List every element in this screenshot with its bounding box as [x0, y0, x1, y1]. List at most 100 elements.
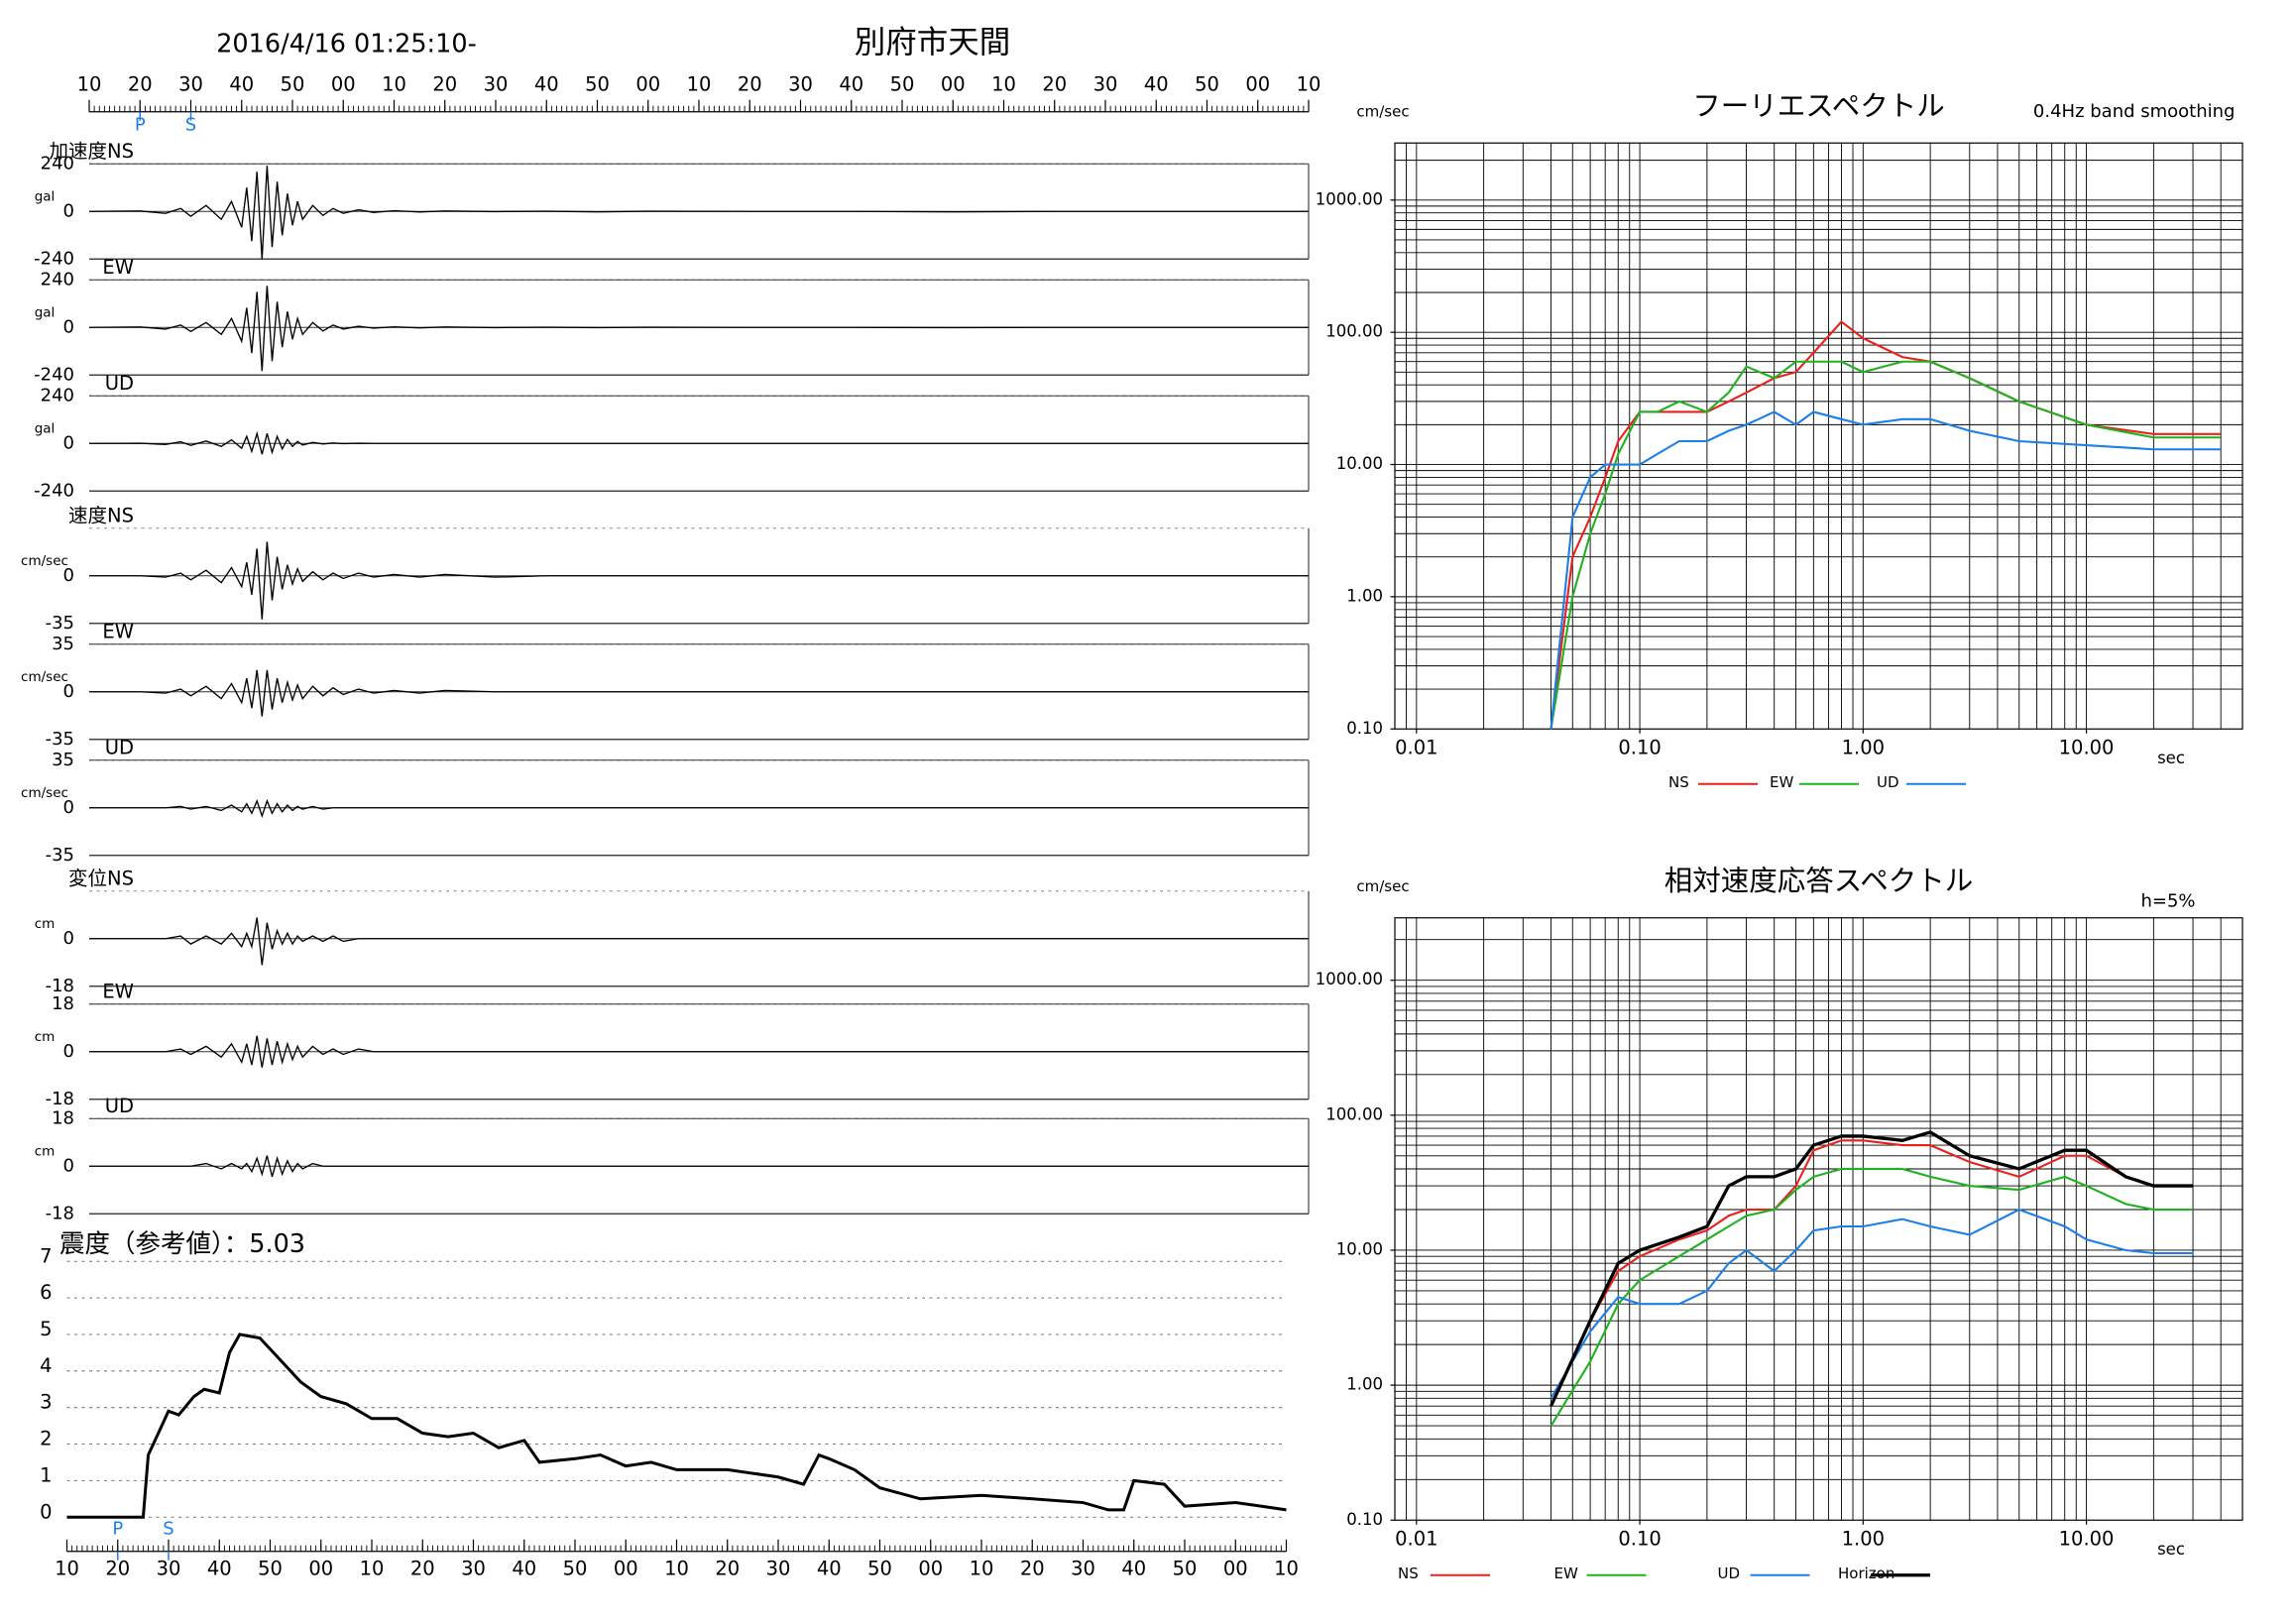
- station-name: 別府市天間: [855, 25, 1011, 60]
- panel-label: 加速度NS: [50, 140, 134, 163]
- y-tick-label: 240: [41, 153, 74, 174]
- time-tick-label: 40: [839, 72, 863, 95]
- y-unit: cm/sec: [1356, 877, 1409, 895]
- time-tick-label: 20: [410, 1557, 435, 1579]
- y-tick-label: 0: [63, 565, 74, 586]
- y-tick-label: 4: [40, 1354, 52, 1377]
- waveform-trace: [89, 669, 1309, 717]
- panel-label: UD: [105, 736, 134, 758]
- y-tick-label: 1: [40, 1463, 52, 1486]
- waveform-trace: [89, 1035, 1309, 1068]
- spectrum-title: 相対速度応答スペクトル: [1665, 865, 1974, 897]
- time-tick-label: 00: [308, 1557, 333, 1579]
- unit-label: cm: [35, 1143, 56, 1159]
- x-tick-label: 1.00: [1842, 736, 1885, 758]
- time-tick-label: 30: [157, 1557, 181, 1579]
- legend-label: NS: [1398, 1565, 1419, 1582]
- time-tick-label: 10: [664, 1557, 689, 1579]
- x-unit: sec: [2157, 1540, 2185, 1559]
- record-datetime: 2016/4/16 01:25:10-: [216, 29, 477, 58]
- y-tick-label: 35: [52, 750, 74, 770]
- panel-label: EW: [102, 980, 134, 1002]
- intensity-trace: [66, 1333, 1287, 1519]
- spectrum-subtitle: 0.4Hz band smoothing: [2033, 101, 2236, 122]
- y-tick-label: 0: [63, 200, 74, 221]
- legend-label: Horizon: [1838, 1565, 1894, 1582]
- time-tick-label: 40: [1121, 1557, 1146, 1579]
- y-tick-label: 18: [52, 993, 74, 1014]
- time-tick-label: 30: [788, 72, 813, 95]
- time-tick-label: 30: [1093, 72, 1118, 95]
- y-tick-label: 1.00: [1346, 1375, 1383, 1394]
- y-tick-label: 1000.00: [1316, 970, 1383, 988]
- y-tick-label: 7: [40, 1244, 52, 1267]
- spectrum-line: [1550, 1167, 2194, 1427]
- x-tick-label: 10.00: [2059, 736, 2115, 758]
- time-tick-label: 00: [918, 1557, 943, 1579]
- time-tick-label: 00: [635, 72, 660, 95]
- time-tick-label: 20: [432, 72, 457, 95]
- y-tick-label: -35: [46, 613, 74, 634]
- time-tick-label: 40: [817, 1557, 842, 1579]
- unit-label: cm/sec: [21, 785, 68, 801]
- y-tick-label: 6: [40, 1281, 52, 1304]
- time-tick-label: 10: [77, 72, 102, 95]
- y-tick-label: 0.10: [1346, 719, 1383, 738]
- y-tick-label: 18: [52, 1107, 74, 1128]
- time-tick-label: 10: [360, 1557, 385, 1579]
- legend-label: UD: [1718, 1565, 1741, 1582]
- spectrum-title: フーリエスペクトル: [1692, 89, 1945, 122]
- time-tick-label: 20: [715, 1557, 740, 1579]
- time-tick-label: 00: [941, 72, 966, 95]
- y-tick-label: 0: [63, 1041, 74, 1062]
- waveform-trace: [89, 798, 1309, 819]
- spectrum-line: [1550, 1130, 2194, 1407]
- legend-label: EW: [1770, 773, 1793, 791]
- y-tick-label: -18: [46, 976, 74, 996]
- damping-note: h=5%: [2140, 890, 2195, 911]
- x-tick-label: 10.00: [2059, 1527, 2115, 1550]
- phase-label: S: [163, 1518, 173, 1539]
- unit-label: gal: [35, 420, 56, 436]
- legend-label: EW: [1554, 1565, 1578, 1582]
- time-tick-label: 00: [1245, 72, 1270, 95]
- time-tick-label: 10: [991, 72, 1016, 95]
- y-unit: cm/sec: [1356, 102, 1409, 120]
- waveform-trace: [88, 286, 1309, 372]
- waveform-trace: [89, 1155, 1309, 1178]
- time-tick-label: 00: [331, 72, 356, 95]
- time-tick-label: 50: [281, 72, 305, 95]
- time-tick-label: 50: [1173, 1557, 1198, 1579]
- waveform-trace: [89, 917, 1309, 966]
- y-tick-label: -240: [34, 248, 74, 269]
- waveform-trace: [88, 166, 1309, 260]
- phase-label: P: [112, 1518, 123, 1539]
- y-tick-label: 35: [52, 634, 74, 654]
- time-tick-label: 20: [128, 72, 153, 95]
- y-tick-label: -35: [46, 729, 74, 750]
- time-tick-label: 10: [687, 72, 712, 95]
- unit-label: cm/sec: [21, 553, 68, 569]
- time-tick-label: 00: [1223, 1557, 1248, 1579]
- time-tick-label: 30: [1071, 1557, 1095, 1579]
- spectrum-line: [1550, 1208, 2194, 1399]
- phase-label: S: [185, 114, 196, 135]
- phase-label: P: [135, 114, 146, 135]
- time-tick-label: 50: [585, 72, 610, 95]
- x-tick-label: 0.01: [1395, 1527, 1437, 1550]
- spectrum-line: [1550, 360, 2222, 730]
- x-tick-label: 0.10: [1618, 736, 1661, 758]
- unit-label: cm: [35, 1029, 56, 1045]
- y-tick-label: 2: [40, 1428, 52, 1450]
- y-tick-label: 0: [63, 797, 74, 818]
- time-tick-label: 10: [1297, 72, 1321, 95]
- y-tick-label: 100.00: [1325, 1104, 1383, 1123]
- time-tick-label: 00: [614, 1557, 638, 1579]
- unit-label: cm: [35, 916, 56, 932]
- y-tick-label: 10.00: [1336, 1239, 1383, 1258]
- time-tick-label: 50: [563, 1557, 588, 1579]
- y-tick-label: 240: [41, 385, 74, 406]
- y-tick-label: 100.00: [1325, 322, 1383, 341]
- y-tick-label: 0: [40, 1500, 52, 1523]
